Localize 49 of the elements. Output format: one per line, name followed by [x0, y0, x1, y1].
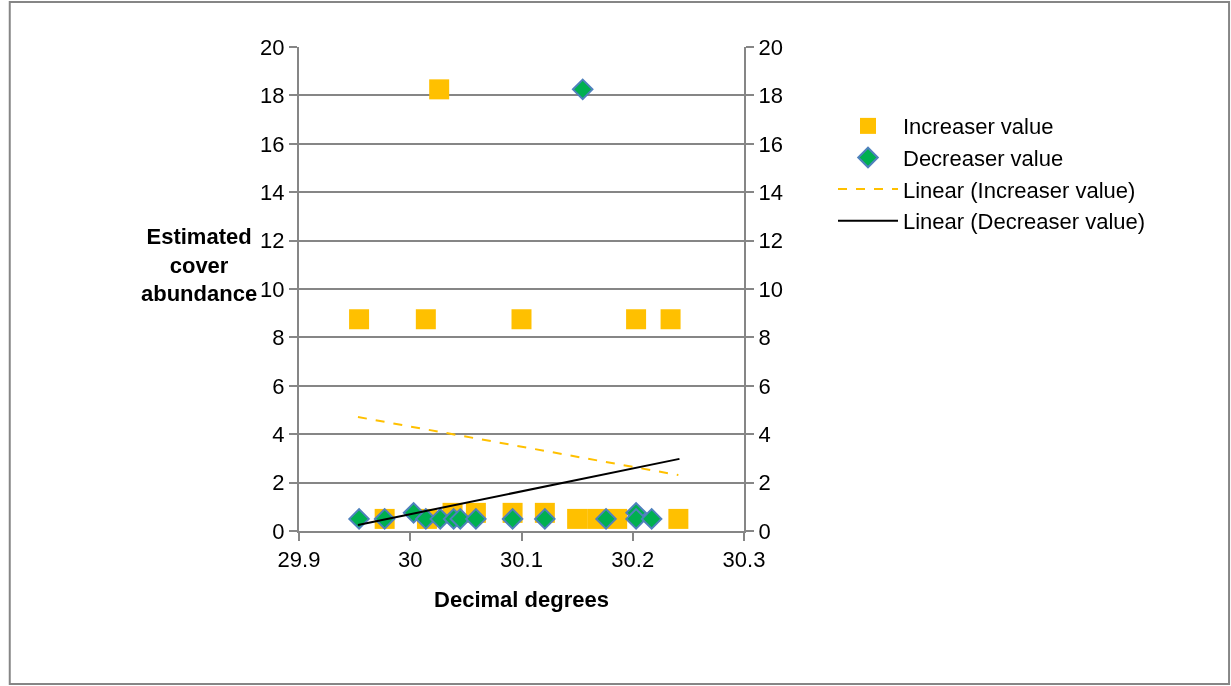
- y-tick-label: 20: [260, 34, 285, 60]
- x-tick-label: 30: [398, 547, 423, 573]
- y-tick-label: 16: [260, 131, 285, 157]
- y2-tick-label: 14: [758, 179, 783, 205]
- y-tick-label: 2: [272, 470, 285, 496]
- point: [625, 508, 647, 530]
- point: [626, 309, 647, 330]
- x-axis-title: Decimal degrees: [434, 586, 609, 612]
- point: [595, 508, 617, 530]
- point: [348, 508, 370, 530]
- point: [429, 79, 450, 100]
- y-tick-label: 4: [272, 421, 285, 447]
- point: [465, 508, 487, 530]
- point: [415, 309, 436, 330]
- point: [511, 309, 532, 330]
- y-tick-label: 18: [260, 83, 285, 109]
- point: [668, 508, 689, 529]
- y-axis-title: Estimated cover abundance: [141, 224, 258, 307]
- x-tick-label: 30.2: [611, 547, 655, 573]
- y2-tick-label: 8: [758, 325, 771, 351]
- y2-tick-label: 12: [758, 228, 783, 254]
- y2-tick-label: 2: [758, 470, 771, 496]
- point: [534, 508, 556, 530]
- x-tick-label: 29.9: [277, 547, 321, 573]
- y2-tick-label: 0: [758, 518, 771, 544]
- point: [571, 78, 594, 101]
- y-tick-label: 10: [260, 276, 285, 302]
- y-tick-label: 0: [272, 518, 285, 544]
- y-tick-label: 6: [272, 373, 285, 399]
- x-tick-label: 30.1: [500, 547, 543, 573]
- point: [660, 309, 681, 330]
- point: [501, 508, 524, 530]
- legend-label: Decreaser value: [903, 146, 1064, 172]
- point: [349, 309, 370, 330]
- y2-tick-label: 6: [758, 373, 771, 399]
- y2-tick-label: 18: [758, 83, 783, 109]
- y2-tick-label: 16: [758, 131, 783, 157]
- y2-tick-label: 4: [758, 421, 771, 447]
- y-tick-label: 8: [272, 325, 285, 351]
- point: [567, 508, 588, 529]
- y2-tick-label: 10: [758, 276, 783, 302]
- point: [640, 508, 663, 530]
- x-tick-label: 30.3: [722, 547, 766, 573]
- legend-label: Linear (Decreaser value): [903, 209, 1146, 235]
- y2-tick-label: 20: [758, 34, 783, 60]
- y-tick-label: 14: [260, 179, 285, 205]
- legend-label: Increaser value: [903, 114, 1054, 140]
- y-tick-label: 12: [260, 228, 285, 254]
- legend-label: Linear (Increaser value): [903, 177, 1136, 203]
